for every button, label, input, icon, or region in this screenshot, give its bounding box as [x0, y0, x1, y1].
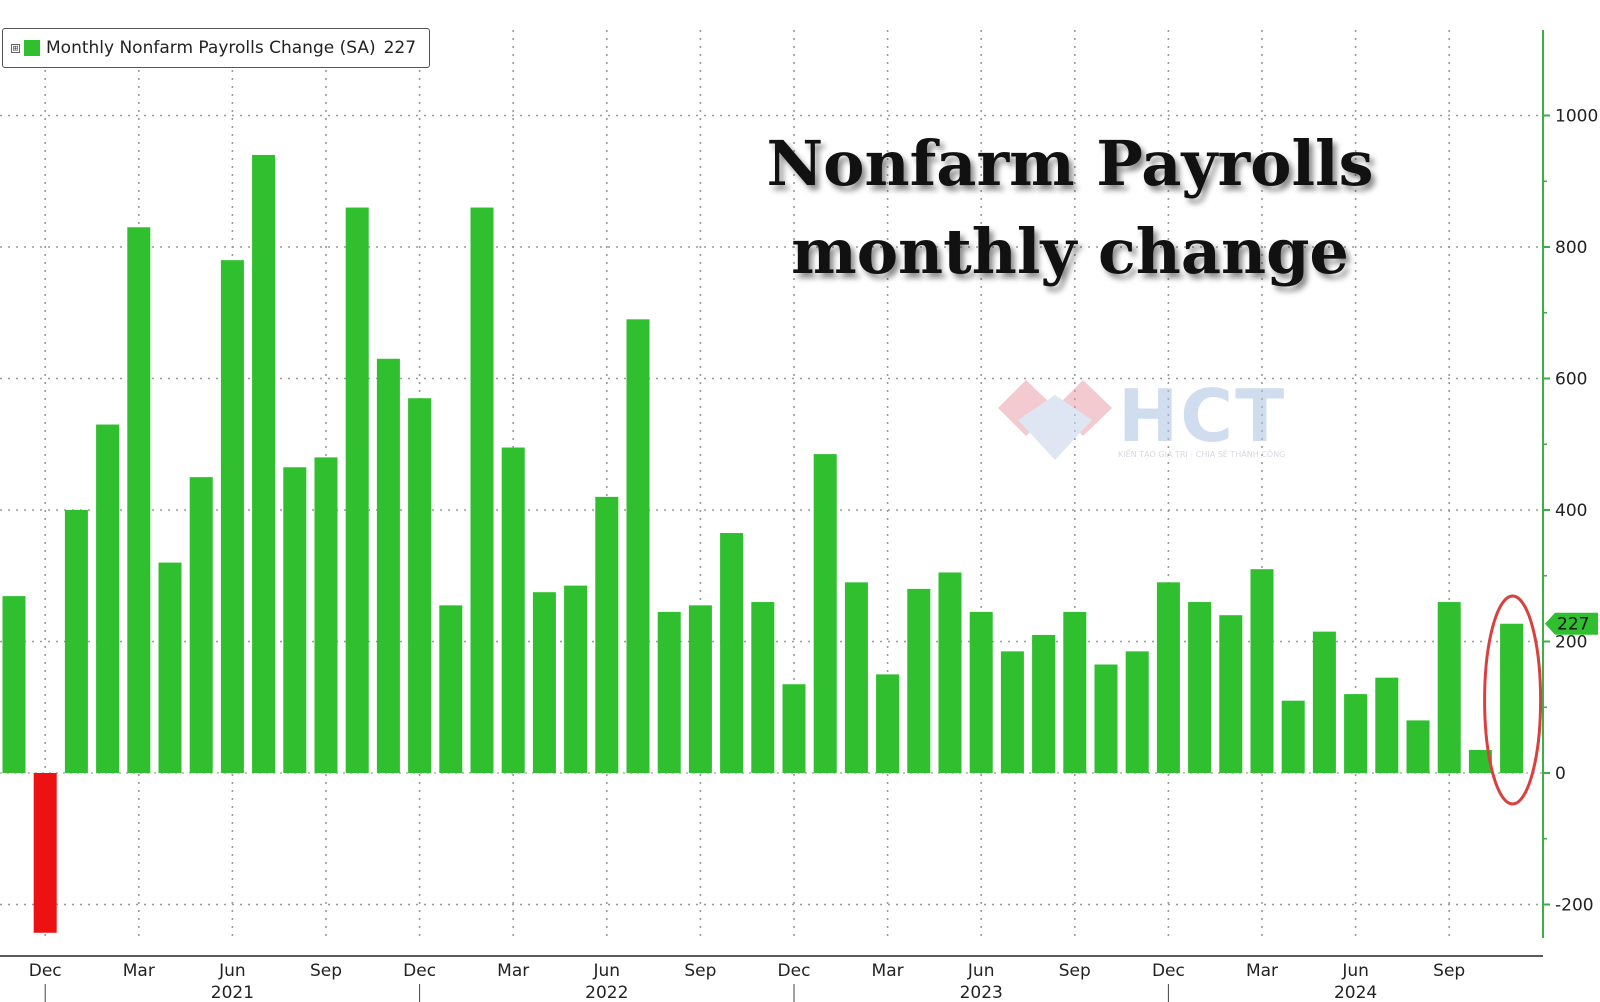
y-tick-label: 200	[1555, 633, 1587, 653]
bar	[1406, 720, 1430, 773]
bar	[532, 592, 556, 773]
bar	[1468, 749, 1492, 773]
bar	[220, 260, 244, 773]
bar	[1219, 615, 1243, 773]
bar	[501, 447, 525, 773]
y-tick-label: 600	[1555, 370, 1587, 390]
x-year-label: 2024	[1334, 983, 1377, 1002]
bar	[283, 467, 307, 773]
x-tick-label: Jun	[593, 961, 621, 981]
x-tick-label: Dec	[29, 961, 62, 981]
x-tick-label: Mar	[1246, 961, 1278, 981]
y-tick-label: 0	[1555, 764, 1566, 784]
y-tick-label: 1000	[1555, 107, 1598, 127]
bar	[907, 588, 931, 773]
x-tick-label: Sep	[310, 961, 342, 981]
x-year-label: 2023	[960, 983, 1003, 1002]
x-tick-label: Dec	[403, 961, 436, 981]
hct-diamond-logo-icon	[998, 380, 1112, 460]
bar	[1000, 651, 1024, 773]
x-tick-label: Mar	[123, 961, 155, 981]
x-year-label: 2022	[585, 983, 628, 1002]
bar	[1375, 677, 1399, 773]
bar	[595, 496, 619, 773]
hct-watermark: HCT KIẾN TẠO GIÁ TRỊ - CHIA SẺ THÀNH CÔN…	[998, 380, 1298, 470]
bar	[345, 207, 369, 774]
last-value-label: 227	[1557, 615, 1589, 635]
legend: ⊞ Monthly Nonfarm Payrolls Change (SA) 2…	[2, 28, 430, 68]
bar	[314, 457, 338, 773]
bar	[1344, 694, 1368, 773]
chart-title: Nonfarm Payrolls monthly change	[700, 120, 1440, 296]
legend-expand-icon[interactable]: ⊞	[11, 43, 20, 54]
x-tick-label: Sep	[1433, 961, 1465, 981]
bar	[564, 585, 588, 773]
x-tick-label: Dec	[778, 961, 811, 981]
x-tick-label: Jun	[218, 961, 246, 981]
bar	[813, 454, 837, 773]
bar	[751, 602, 775, 773]
x-tick-label: Sep	[684, 961, 716, 981]
bar	[1156, 582, 1180, 773]
legend-value: 227	[383, 38, 417, 58]
legend-swatch	[24, 40, 40, 56]
x-tick-label: Mar	[872, 961, 904, 981]
bar	[1094, 664, 1118, 773]
bar	[96, 424, 120, 773]
bar	[127, 227, 151, 773]
bar	[1500, 623, 1524, 773]
bar	[376, 358, 400, 773]
x-tick-label: Jun	[967, 961, 995, 981]
y-tick-label: -200	[1555, 896, 1594, 916]
bar	[252, 154, 276, 773]
watermark-brand: HCT	[1118, 374, 1287, 458]
bar	[844, 582, 868, 773]
bar	[657, 611, 681, 773]
bar	[969, 611, 993, 773]
bar	[439, 605, 463, 773]
bar	[876, 674, 900, 773]
bar	[64, 510, 88, 773]
x-tick-label: Sep	[1059, 961, 1091, 981]
y-tick-label: 800	[1555, 238, 1587, 258]
legend-label: Monthly Nonfarm Payrolls Change (SA)	[46, 38, 376, 58]
bar	[1281, 700, 1305, 773]
bar	[1125, 651, 1149, 773]
x-year-label: 2021	[211, 983, 254, 1002]
x-tick-label: Mar	[497, 961, 529, 981]
title-line-2: monthly change	[791, 215, 1349, 288]
bar	[1250, 569, 1274, 773]
bar	[1032, 634, 1056, 773]
bar	[1063, 611, 1087, 773]
bar	[720, 533, 744, 773]
bar	[938, 572, 962, 773]
bar	[189, 477, 213, 773]
bar	[408, 398, 432, 773]
bar	[782, 684, 806, 773]
y-tick-label: 400	[1555, 501, 1587, 521]
last-value-tag	[1545, 612, 1598, 635]
x-tick-label: Dec	[1152, 961, 1185, 981]
bar	[626, 319, 650, 773]
bar	[33, 773, 57, 933]
x-tick-label: Jun	[1341, 961, 1369, 981]
bar	[1188, 602, 1212, 773]
title-line-1: Nonfarm Payrolls	[766, 127, 1374, 200]
bar	[2, 596, 26, 773]
bar	[470, 207, 494, 774]
highlight-ring	[1483, 594, 1543, 806]
bar	[688, 605, 712, 773]
bar	[158, 562, 182, 773]
bar	[1312, 631, 1336, 773]
bar	[1437, 602, 1461, 773]
watermark-tagline: KIẾN TẠO GIÁ TRỊ - CHIA SẺ THÀNH CÔNG	[1118, 450, 1286, 459]
